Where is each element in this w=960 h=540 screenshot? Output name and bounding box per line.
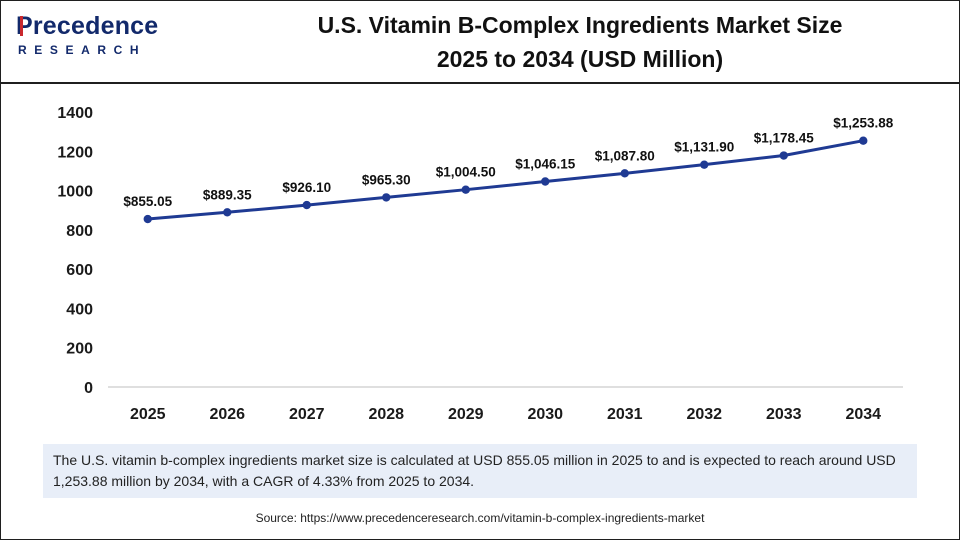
logo-subtitle: RESEARCH bbox=[18, 43, 147, 57]
logo-accent-icon bbox=[20, 16, 23, 36]
x-tick-label: 2025 bbox=[130, 406, 166, 423]
y-tick-label: 800 bbox=[66, 223, 93, 240]
data-label: $1,253.88 bbox=[833, 116, 894, 131]
data-point bbox=[779, 151, 788, 160]
x-tick-label: 2034 bbox=[845, 406, 881, 423]
y-tick-label: 600 bbox=[66, 262, 93, 279]
data-label: $1,087.80 bbox=[595, 148, 655, 163]
x-tick-label: 2031 bbox=[607, 406, 643, 423]
y-tick-label: 200 bbox=[66, 341, 93, 358]
series-line bbox=[147, 139, 864, 221]
x-tick-label: 2027 bbox=[289, 406, 325, 423]
y-tick-label: 0 bbox=[84, 380, 93, 397]
data-point bbox=[382, 193, 391, 202]
chart-title-line-2: 2025 to 2034 (USD Million) bbox=[436, 46, 724, 72]
y-tick-label: 400 bbox=[66, 301, 93, 318]
data-point bbox=[700, 160, 709, 169]
x-tick-label: 2030 bbox=[527, 406, 563, 423]
data-point bbox=[859, 136, 868, 145]
y-tick-label: 1000 bbox=[57, 184, 93, 201]
data-point bbox=[541, 177, 550, 186]
x-tick-label: 2033 bbox=[766, 406, 802, 423]
line-chart: 0 200 400 600 800 1000 1200 1400 2025 2026 2027 202… bbox=[57, 105, 903, 423]
chart-title: U.S. Vitamin B-Complex Ingredients Marke… bbox=[230, 8, 930, 76]
data-point bbox=[620, 169, 629, 178]
summary-note: The U.S. vitamin b-complex ingredients m… bbox=[43, 444, 917, 498]
y-tick-label: 1200 bbox=[57, 144, 93, 161]
data-label: $1,131.90 bbox=[674, 140, 734, 155]
logo-name: Precedence bbox=[16, 12, 159, 40]
source-citation: Source: https://www.precedenceresearch.c… bbox=[255, 511, 705, 525]
x-tick-label: 2026 bbox=[209, 406, 245, 423]
y-tick-label: 1400 bbox=[57, 105, 93, 122]
brand-logo: Precedence RESEARCH bbox=[16, 12, 166, 62]
x-tick-label: 2032 bbox=[686, 406, 722, 423]
data-label: $855.05 bbox=[123, 194, 172, 209]
data-label: $1,004.50 bbox=[436, 165, 496, 180]
data-point bbox=[461, 185, 470, 194]
x-tick-label: 2029 bbox=[448, 406, 484, 423]
data-label: $926.10 bbox=[282, 180, 331, 195]
chart-title-line-1: U.S. Vitamin B-Complex Ingredients Marke… bbox=[317, 12, 843, 38]
x-tick-label: 2028 bbox=[368, 406, 404, 423]
data-point bbox=[143, 214, 152, 224]
header: Precedence RESEARCH U.S. Vitamin B-Compl… bbox=[0, 0, 960, 84]
data-label: $1,046.15 bbox=[515, 157, 576, 172]
data-label: $965.30 bbox=[362, 172, 411, 187]
data-label: $889.35 bbox=[203, 187, 252, 202]
data-point bbox=[223, 208, 232, 217]
data-label: $1,178.45 bbox=[754, 131, 815, 146]
data-point bbox=[302, 200, 311, 210]
